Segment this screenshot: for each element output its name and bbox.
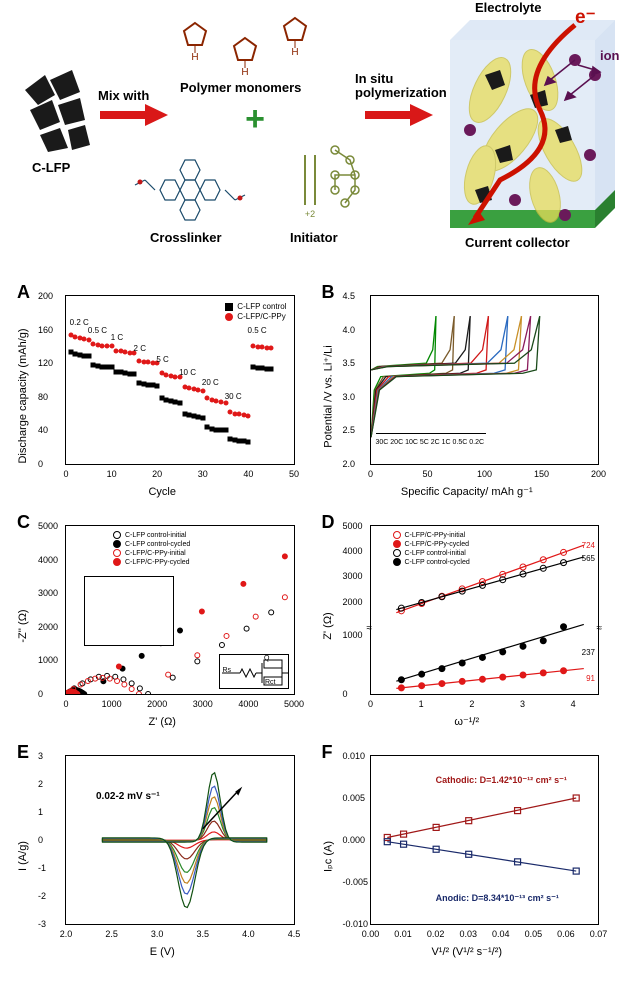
panel-b: B 0501001502002.02.53.03.54.04.530C 20C … bbox=[320, 280, 615, 500]
chart-c-area: 0100020003000400050000100020003000400050… bbox=[65, 525, 295, 695]
label-electrolyte: Electrolyte bbox=[475, 0, 541, 15]
panel-c-label: C bbox=[17, 512, 30, 533]
panel-f-label: F bbox=[322, 742, 333, 763]
chart-f-ylabel: Iₚc (A) bbox=[321, 841, 334, 872]
figure-container: H H H + bbox=[0, 0, 629, 980]
plus-icon: + bbox=[245, 100, 265, 138]
svg-text:H: H bbox=[241, 67, 248, 78]
svg-text:+2: +2 bbox=[305, 209, 315, 219]
label-crosslinker: Crosslinker bbox=[150, 230, 222, 245]
label-initiator: Initiator bbox=[290, 230, 338, 245]
initiator-icon: +2 bbox=[305, 146, 359, 219]
electrode-cube bbox=[450, 20, 615, 228]
panel-d-label: D bbox=[322, 512, 335, 533]
chart-a-xlabel: Cycle bbox=[148, 486, 176, 498]
reaction-schematic: H H H + bbox=[0, 0, 629, 270]
panel-a: A 01020304050040801201602000.2 C0.5 C1 C… bbox=[15, 280, 310, 500]
chart-d-area: 01234010002000300040005000≈≈72456523791C… bbox=[370, 525, 600, 695]
panel-f: F 0.000.010.020.030.040.050.060.07-0.010… bbox=[320, 740, 615, 960]
chart-f-xlabel: V¹/² (V¹/² s⁻¹/²) bbox=[431, 945, 502, 958]
panel-d: D 01234010002000300040005000≈≈7245652379… bbox=[320, 510, 615, 730]
panel-b-label: B bbox=[322, 282, 335, 303]
chart-c-xlabel: Z' (Ω) bbox=[149, 716, 176, 728]
chart-a-ylabel: Discharge capacity (mAh/g) bbox=[17, 328, 29, 463]
chart-b-xlabel: Specific Capacity/ mAh g⁻¹ bbox=[401, 485, 533, 498]
panel-a-label: A bbox=[17, 282, 30, 303]
panel-e: E 2.02.53.03.54.04.5-3-2-101230.02-2 mV … bbox=[15, 740, 310, 960]
panel-c: C 01000200030004000500001000200030004000… bbox=[15, 510, 310, 730]
chart-a-area: 01020304050040801201602000.2 C0.5 C1 C2 … bbox=[65, 295, 295, 465]
label-electron: e⁻ bbox=[575, 6, 596, 29]
chart-f-area: 0.000.010.020.030.040.050.060.07-0.010-0… bbox=[370, 755, 600, 925]
chart-e-ylabel: I (A/g) bbox=[17, 841, 29, 871]
label-ion: ion bbox=[600, 48, 620, 63]
chart-c-ylabel: -Z'' (Ω) bbox=[17, 609, 29, 642]
monomer-icons: H H H bbox=[184, 18, 306, 78]
label-polymerization: In situ polymerization bbox=[355, 72, 447, 101]
panel-grid: A 01020304050040801201602000.2 C0.5 C1 C… bbox=[0, 270, 629, 980]
svg-text:H: H bbox=[191, 52, 198, 63]
label-clfp: C-LFP bbox=[32, 160, 70, 175]
label-mix: Mix with bbox=[98, 88, 149, 103]
svg-text:H: H bbox=[291, 47, 298, 58]
chart-e-xlabel: E (V) bbox=[150, 946, 175, 958]
chart-d-ylabel: Z' (Ω) bbox=[322, 612, 334, 639]
label-collector: Current collector bbox=[465, 235, 570, 250]
chart-e-area: 2.02.53.03.54.04.5-3-2-101230.02-2 mV s⁻… bbox=[65, 755, 295, 925]
label-monomers: Polymer monomers bbox=[180, 80, 301, 95]
chart-b-ylabel: Potential /V vs. Li⁺/Li bbox=[321, 345, 334, 447]
chart-b-area: 0501001502002.02.53.03.54.04.530C 20C 10… bbox=[370, 295, 600, 465]
chart-d-xlabel: ω⁻¹/² bbox=[454, 715, 479, 728]
crosslinker-icon bbox=[135, 160, 245, 220]
arrow-mix bbox=[100, 104, 168, 126]
panel-e-label: E bbox=[17, 742, 29, 763]
arrow-polymerize bbox=[365, 104, 433, 126]
clfp-particles bbox=[25, 70, 90, 152]
